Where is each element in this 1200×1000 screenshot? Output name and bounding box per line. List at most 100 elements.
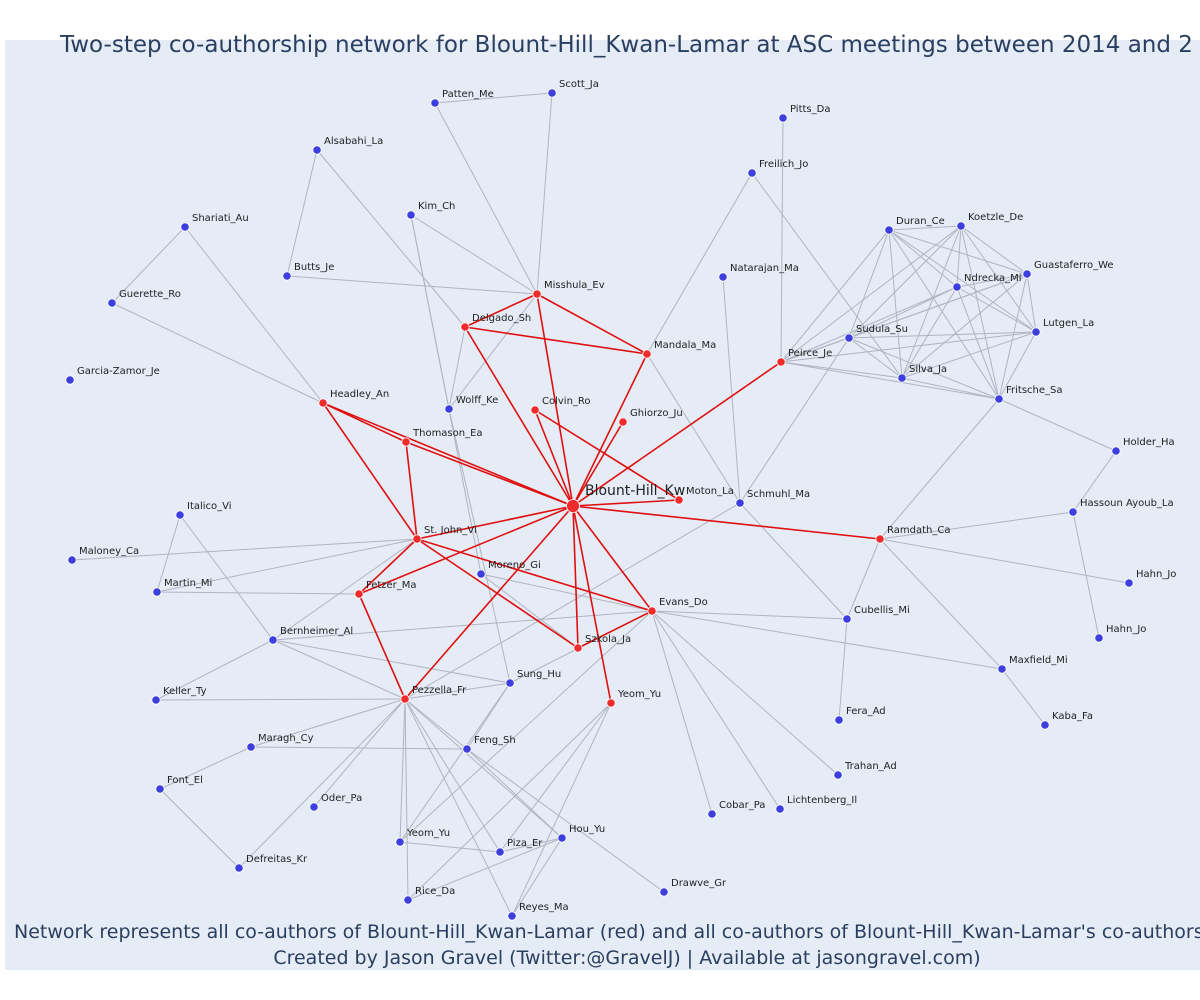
coauthor-edge: [238, 698, 406, 869]
node[interactable]: [844, 333, 854, 343]
node[interactable]: [1040, 720, 1050, 730]
node[interactable]: [476, 569, 486, 579]
node[interactable]: [507, 911, 517, 921]
coauthor-edge: [434, 102, 538, 295]
coauthor-edge: [111, 302, 324, 404]
coauthor-edge: [499, 837, 563, 853]
node[interactable]: [151, 695, 161, 705]
node[interactable]: [775, 804, 785, 814]
direct-edge: [464, 326, 648, 355]
node[interactable]: [994, 394, 1004, 404]
node[interactable]: [776, 357, 786, 367]
node[interactable]: [530, 405, 540, 415]
coauthor-edge: [879, 511, 1074, 540]
node[interactable]: [1068, 507, 1078, 517]
node-label: Silva_Ja: [909, 364, 947, 375]
direct-edge: [534, 409, 574, 507]
node[interactable]: [406, 210, 416, 220]
coauthor-edge: [184, 226, 324, 404]
node[interactable]: [1022, 269, 1032, 279]
node[interactable]: [718, 272, 728, 282]
node[interactable]: [395, 837, 405, 847]
node[interactable]: [246, 742, 256, 752]
node-label: Szkola_Ja: [585, 634, 631, 645]
coauthor-edge: [901, 273, 1028, 379]
node[interactable]: [65, 375, 75, 385]
node[interactable]: [659, 887, 669, 897]
node[interactable]: [412, 534, 422, 544]
coauthor-edge: [888, 229, 1000, 400]
node[interactable]: [547, 88, 557, 98]
node[interactable]: [155, 784, 165, 794]
node[interactable]: [505, 678, 515, 688]
node[interactable]: [312, 145, 322, 155]
node-label: Ramdath_Ca: [887, 525, 950, 536]
node[interactable]: [309, 802, 319, 812]
node[interactable]: [618, 417, 628, 427]
node[interactable]: [532, 289, 542, 299]
node[interactable]: [952, 282, 962, 292]
node[interactable]: [107, 298, 117, 308]
node[interactable]: [1094, 633, 1104, 643]
node[interactable]: [354, 589, 364, 599]
node-label: Garcia-Zamor_Je: [77, 366, 160, 377]
node-label: Font_El: [167, 775, 203, 786]
node[interactable]: [606, 698, 616, 708]
node[interactable]: [884, 225, 894, 235]
node[interactable]: [833, 770, 843, 780]
node[interactable]: [642, 349, 652, 359]
node[interactable]: [430, 98, 440, 108]
node[interactable]: [1124, 578, 1134, 588]
node[interactable]: [400, 694, 410, 704]
node[interactable]: [1111, 446, 1121, 456]
node[interactable]: [834, 715, 844, 725]
node[interactable]: [444, 404, 454, 414]
node[interactable]: [842, 614, 852, 624]
node[interactable]: [778, 113, 788, 123]
node[interactable]: [557, 833, 567, 843]
node[interactable]: [268, 635, 278, 645]
node[interactable]: [647, 606, 657, 616]
coauthor-edge: [399, 682, 511, 843]
node[interactable]: [707, 809, 717, 819]
node[interactable]: [747, 168, 757, 178]
node[interactable]: [152, 587, 162, 597]
coauthor-edge: [879, 538, 1003, 670]
node[interactable]: [573, 643, 583, 653]
node[interactable]: [180, 222, 190, 232]
node[interactable]: [460, 322, 470, 332]
coauthor-edge: [960, 225, 1028, 275]
node[interactable]: [318, 398, 328, 408]
node[interactable]: [566, 499, 580, 513]
coauthor-edge: [448, 408, 511, 684]
node-label: Scott_Ja: [559, 79, 599, 90]
node[interactable]: [234, 863, 244, 873]
node-label: Cubellis_Mi: [854, 605, 910, 616]
node-label: Pezzella_Fr: [412, 685, 467, 696]
node[interactable]: [495, 847, 505, 857]
node[interactable]: [875, 534, 885, 544]
node[interactable]: [403, 895, 413, 905]
direct-edge: [322, 402, 407, 443]
node[interactable]: [175, 510, 185, 520]
node[interactable]: [67, 555, 77, 565]
node[interactable]: [1031, 327, 1041, 337]
coauthor-edge: [399, 610, 653, 843]
node[interactable]: [401, 437, 411, 447]
node-label: Schmuhl_Ma: [747, 489, 810, 500]
node[interactable]: [997, 664, 1007, 674]
direct-edge: [322, 402, 418, 540]
direct-edge: [464, 326, 574, 507]
node[interactable]: [897, 373, 907, 383]
direct-edge: [358, 593, 406, 700]
direct-edge: [416, 538, 653, 612]
coauthor-edge: [780, 117, 784, 363]
node[interactable]: [462, 744, 472, 754]
node[interactable]: [956, 221, 966, 231]
coauthor-edge: [651, 610, 839, 776]
node-label: Cobar_Pa: [719, 800, 765, 811]
node[interactable]: [735, 498, 745, 508]
node[interactable]: [674, 495, 684, 505]
node[interactable]: [282, 271, 292, 281]
coauthor-edge: [838, 618, 848, 721]
